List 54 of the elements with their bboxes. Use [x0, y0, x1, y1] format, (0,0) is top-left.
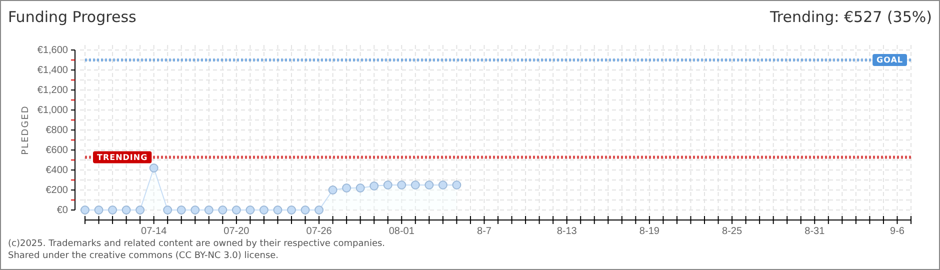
point — [176, 206, 186, 214]
y-tick-label: €0 — [56, 205, 68, 216]
chart-title: Funding Progress — [8, 8, 137, 26]
ref-line-label: TRENDING — [97, 152, 148, 162]
point — [259, 206, 268, 214]
point — [136, 206, 145, 214]
point — [246, 206, 255, 214]
y-tick-label: €400 — [46, 165, 68, 176]
chart-subtitle: Trending: €527 (35%) — [768, 8, 932, 26]
x-tick-label: 8-7 — [477, 226, 492, 238]
y-tick-label: €800 — [46, 125, 68, 136]
point — [424, 180, 434, 190]
x-tick-label: 8-19 — [639, 226, 660, 238]
y-axis-title: PLEDGED — [21, 105, 31, 155]
point — [410, 180, 420, 190]
point — [287, 206, 296, 214]
point — [218, 206, 228, 214]
x-tick-label: 08-01 — [388, 226, 415, 238]
text: Shared under the creative commons (CC BY-NC 3.0) license. — [8, 251, 279, 261]
y-tick-label: €1,600 — [37, 45, 68, 56]
point — [190, 206, 200, 214]
point — [370, 182, 379, 190]
point — [342, 184, 352, 192]
point — [438, 180, 448, 190]
point — [80, 206, 90, 214]
point — [356, 184, 365, 192]
y-tick-label: €1,200 — [37, 85, 68, 96]
point — [328, 186, 338, 194]
x-tick-label: 07-20 — [224, 226, 250, 238]
x-tick-label: 07-14 — [141, 226, 168, 238]
point — [149, 164, 158, 172]
text: (c)2025. Trademarks and related content are owned by their respective companies. — [8, 239, 386, 249]
point — [452, 180, 462, 190]
y-tick-label: €600 — [46, 145, 68, 156]
y-tick-label: €1,400 — [37, 65, 68, 76]
x-tick-label: 8-25 — [722, 226, 742, 238]
point — [397, 180, 406, 190]
point — [383, 180, 392, 190]
x-tick-label: 8-13 — [556, 226, 578, 238]
point — [232, 206, 241, 214]
point — [300, 206, 310, 214]
y-tick-label: €1,000 — [37, 105, 68, 116]
point — [204, 206, 214, 214]
ref-line-label: GOAL — [876, 56, 903, 64]
point — [163, 206, 172, 214]
y-tick-label: €200 — [46, 185, 68, 196]
point — [314, 206, 324, 214]
x-tick-label: 9-6 — [890, 226, 905, 238]
x-tick-label: 07-26 — [306, 226, 332, 238]
point — [273, 206, 282, 214]
point — [122, 206, 131, 214]
point — [108, 206, 118, 214]
x-tick-label: 8-31 — [804, 226, 826, 238]
point — [94, 206, 104, 214]
